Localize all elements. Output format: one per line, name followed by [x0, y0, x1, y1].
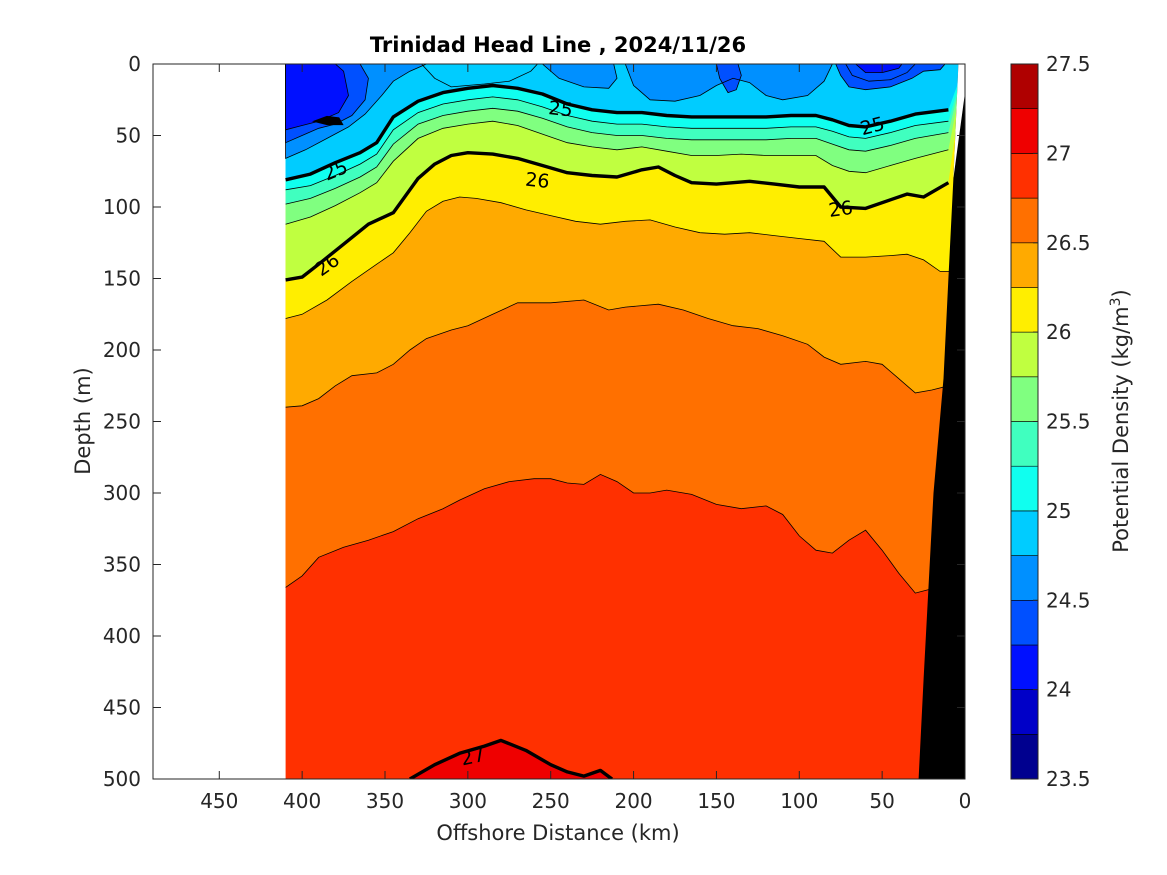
colorbar-tick-label-27.5: 27.5: [1046, 52, 1091, 76]
y-tick-label-500: 500: [103, 767, 141, 791]
colorbar-tick-label-24.5: 24.5: [1046, 588, 1091, 612]
colorbar-band-26.25: [1010, 242, 1039, 288]
contour-line-26: [285, 150, 950, 282]
colorbar-band-27: [1010, 108, 1039, 154]
density-field: [285, 64, 965, 779]
contour-line-surface-7: [835, 64, 946, 91]
contour-label-3: 26: [524, 169, 550, 193]
x-tick-label-350: 350: [366, 789, 404, 813]
x-axis: 450 400 350 300 250 200 150 100 50 0: [200, 64, 971, 813]
y-tick-label-400: 400: [103, 624, 141, 648]
density-band-27-27.25: [409, 740, 612, 779]
contour-line-26.25: [285, 196, 965, 319]
contour-label-6: 27: [459, 744, 487, 771]
x-tick-label-400: 400: [283, 789, 321, 813]
colorbar-tick-label-26: 26: [1046, 320, 1071, 344]
colorbar-band-23.75: [1010, 689, 1039, 735]
colorbar-tick-label-25: 25: [1046, 499, 1071, 523]
chart-title: Trinidad Head Line , 2024/11/26: [370, 33, 746, 57]
contour-label-text-3: 26: [524, 169, 550, 193]
contour-line-25.75: [285, 120, 949, 225]
x-tick-label-200: 200: [614, 789, 652, 813]
contour-label-text-0: 25: [547, 97, 573, 121]
x-tick-label-250: 250: [532, 789, 570, 813]
contour-label-0: 25: [547, 97, 573, 121]
y-tick-label-200: 200: [103, 338, 141, 362]
y-tick-label-50: 50: [116, 124, 141, 148]
density-band-24-24.25-west: [285, 64, 349, 130]
x-tick-label-150: 150: [697, 789, 735, 813]
contour-label-text-4: 26: [827, 197, 854, 222]
contour-line-25.5: [285, 107, 949, 205]
y-tick-label-300: 300: [103, 481, 141, 505]
contour-label-text-6: 27: [459, 744, 487, 771]
contour-line-surface-3: [421, 64, 538, 88]
colorbar-band-24.75: [1010, 510, 1039, 556]
colorbar-band-25: [1010, 465, 1039, 512]
colorbar-band-26.5: [1010, 197, 1039, 244]
y-tick-label-0: 0: [128, 52, 141, 76]
colorbar-label-main: Potential Density (kg/m: [1109, 306, 1133, 552]
x-tick-label-300: 300: [449, 789, 487, 813]
contour-line-surface-9: [855, 64, 903, 73]
x-axis-label: Offshore Distance (km): [436, 821, 679, 845]
colorbar: 23.5 24 24.5 25 25.5 26 26.5 27 27.5: [1010, 52, 1091, 791]
colorbar-band-25.75: [1010, 331, 1039, 378]
x-tick-label-50: 50: [869, 789, 894, 813]
y-axis-label: Depth (m): [71, 367, 95, 474]
contour-line-surface-0: [285, 64, 427, 160]
colorbar-band-23.5: [1010, 733, 1039, 780]
colorbar-tick-label-26.5: 26.5: [1046, 231, 1091, 255]
colorbar-tick-label-23.5: 23.5: [1046, 767, 1091, 791]
colorbar-label: Potential Density (kg/m3): [1108, 289, 1133, 553]
contour-line-26.75: [285, 473, 965, 594]
density-band-24-24.25-east: [855, 64, 902, 73]
colorbar-tick-label-25.5: 25.5: [1046, 410, 1091, 434]
colorbar-tick-label-24: 24: [1046, 678, 1071, 702]
colorbar-band-26.75: [1010, 153, 1039, 199]
y-tick-label-250: 250: [103, 410, 141, 434]
colorbar-band-26: [1010, 287, 1039, 333]
colorbar-tick-label-27: 27: [1046, 141, 1071, 165]
y-tick-label-450: 450: [103, 696, 141, 720]
contour-line-surface-8: [845, 64, 916, 82]
x-tick-label-450: 450: [200, 789, 238, 813]
x-tick-label-100: 100: [780, 789, 818, 813]
contour-line-25.25: [285, 96, 949, 191]
contour-line-26.5: [285, 299, 965, 408]
colorbar-band-24.25: [1010, 599, 1039, 646]
colorbar-band-24: [1010, 644, 1039, 690]
density-band-24.5-24.75-east: [625, 64, 833, 102]
seafloor-mask: [918, 64, 965, 779]
y-tick-label-350: 350: [103, 553, 141, 577]
density-band-24.25-24.5-central-east: [716, 64, 742, 93]
contour-line-27: [409, 738, 614, 779]
colorbar-label-superscript: 3: [1108, 297, 1124, 306]
coast-gap: [953, 64, 965, 179]
contour-line-surface-6: [716, 64, 742, 94]
colorbar-band-24.5: [1010, 555, 1039, 601]
contour-line-surface-4: [542, 64, 618, 89]
seafloor-boundary: [918, 64, 965, 779]
colorbar-band-25.5: [1010, 376, 1039, 422]
contour-label-4: 26: [827, 197, 854, 222]
contour-lines: [285, 64, 965, 779]
y-axis: 0 50 100 150 200 250 300 350 400 450 500: [103, 52, 965, 791]
contour-line-24-closed: [312, 115, 344, 126]
density-band-24.5-24.75-central: [542, 64, 617, 89]
y-tick-label-100: 100: [103, 195, 141, 219]
contour-line-surface-5: [624, 64, 833, 102]
contour-line-25: [285, 83, 949, 182]
x-tick-label-0: 0: [959, 789, 972, 813]
colorbar-label-end: ): [1109, 289, 1133, 297]
colorbar-band-25.25: [1010, 421, 1039, 467]
colorbar-band-27.25: [1010, 63, 1039, 110]
y-tick-label-150: 150: [103, 267, 141, 291]
